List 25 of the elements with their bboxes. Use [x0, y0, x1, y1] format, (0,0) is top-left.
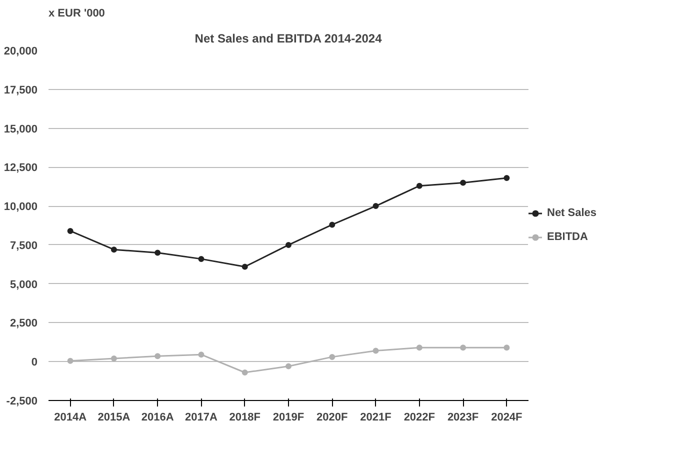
y-tick-label: 17,500: [4, 84, 38, 96]
x-tick-label: 2017A: [185, 412, 218, 424]
y-tick-label: 10,000: [4, 201, 38, 214]
x-tick-label: 2022F: [404, 412, 436, 424]
y-tick-label: 15,000: [4, 123, 38, 136]
y-tick-label: -2,500: [6, 396, 38, 408]
legend-label: Net Sales: [547, 207, 597, 219]
y-tick-label: 12,500: [4, 162, 38, 174]
legend-label: EBITDA: [547, 231, 588, 243]
x-tick-label: 2019F: [272, 412, 304, 424]
y-tick-label: 20,000: [4, 46, 38, 58]
x-tick-label: 2015A: [98, 412, 130, 424]
y-axis-title: x EUR '000: [48, 8, 105, 20]
y-tick-label: 2,500: [10, 318, 38, 330]
x-tick-label: 2024F: [491, 412, 523, 424]
x-tick-label: 2014A: [54, 412, 87, 424]
x-tick-label: 2021F: [360, 412, 392, 424]
x-tick-label: 2018F: [229, 412, 261, 424]
x-tick-label: 2020F: [316, 412, 348, 424]
x-tick-label: 2016A: [141, 412, 174, 424]
y-tick-label: 5,000: [10, 278, 38, 291]
x-tick-label: 2023F: [447, 412, 479, 424]
y-tick-label: 7,500: [10, 240, 38, 252]
chart-title: Net Sales and EBITDA 2014-2024: [194, 32, 382, 46]
y-tick-label: 0: [31, 356, 38, 369]
